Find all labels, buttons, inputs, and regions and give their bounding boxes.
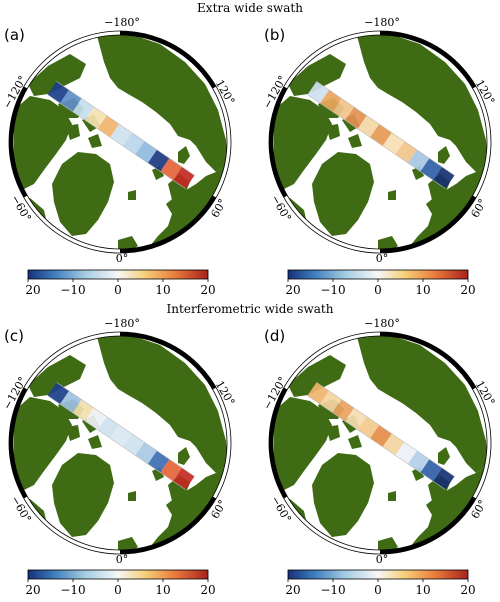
- polar-map-a: (a)−180°−120° 120°−60° 60°0°: [0, 16, 237, 264]
- colorbar-tick-label: 0: [114, 583, 122, 597]
- lon-label-bottom: 0°: [376, 553, 389, 565]
- colorbar-tick-label: 10: [415, 283, 430, 297]
- colorbar-tick-label: 0: [374, 283, 382, 297]
- panel-label: (d): [264, 327, 285, 345]
- lon-label-bottom: 0°: [116, 553, 129, 565]
- colorbar-b: −20 −10 0 10 20: [275, 268, 476, 302]
- title-extra-wide-swath: Extra wide swath: [197, 1, 303, 15]
- lon-label-top: −180°: [364, 16, 400, 29]
- panel-label: (b): [264, 26, 285, 44]
- map-panel-d: (d) −180° −120° 120° −60° 60° 0°: [260, 315, 500, 565]
- map-panel-b: (b) −180° −120° 120° −60° 60° 0°: [260, 14, 500, 264]
- colorbar-tick-label: −10: [60, 283, 85, 297]
- polar-map-d: (d)−180°−120° 120°−60° 60°0°: [260, 317, 497, 565]
- polar-map-b: (b)−180°−120° 120°−60° 60°0°: [260, 16, 497, 264]
- colorbar-tick-label: 10: [155, 583, 170, 597]
- colorbar-tick-label: −20: [286, 283, 301, 297]
- colorbar-tick-label: 20: [200, 283, 215, 297]
- lon-label-bottom: 0°: [376, 252, 389, 264]
- title-interferometric-wide-swath: Interferometric wide swath: [166, 302, 334, 316]
- lon-label-top: −180°: [104, 317, 140, 330]
- colorbar-tick-label: 10: [415, 583, 430, 597]
- colorbar-d: −20 −10 0 10 20: [275, 568, 476, 602]
- colorbar-tick-label: 0: [374, 583, 382, 597]
- colorbar-tick-label: 0: [114, 283, 122, 297]
- colorbar-tick-label: 20: [200, 583, 215, 597]
- lon-label-bottom: 0°: [116, 252, 129, 264]
- map-panel-a: (a) −180° −120° 120° −60° 60° 0°: [0, 14, 240, 264]
- panel-label: (c): [4, 327, 24, 345]
- colorbar-tick-label: 20: [460, 583, 475, 597]
- panel-label: (a): [4, 26, 25, 44]
- lon-label-top: −180°: [364, 317, 400, 330]
- colorbar-tick-label: −20: [26, 583, 41, 597]
- map-panel-c: (c) −180° −120° 120° −60° 60° 0°: [0, 315, 240, 565]
- colorbar-tick-label: 10: [155, 283, 170, 297]
- colorbar-tick-label: −10: [320, 583, 345, 597]
- colorbar-tick-label: 20: [460, 283, 475, 297]
- colorbar-tick-label: −20: [26, 283, 41, 297]
- colorbar-tick-label: −10: [320, 283, 345, 297]
- colorbar-tick-label: −10: [60, 583, 85, 597]
- colorbar-a: −20 −10 0 10 20: [15, 268, 216, 302]
- lon-label-top: −180°: [104, 16, 140, 29]
- colorbar-c: −20 −10 0 10 20: [15, 568, 216, 602]
- colorbar-tick-label: −20: [286, 583, 301, 597]
- polar-map-c: (c)−180°−120° 120°−60° 60°0°: [0, 317, 237, 565]
